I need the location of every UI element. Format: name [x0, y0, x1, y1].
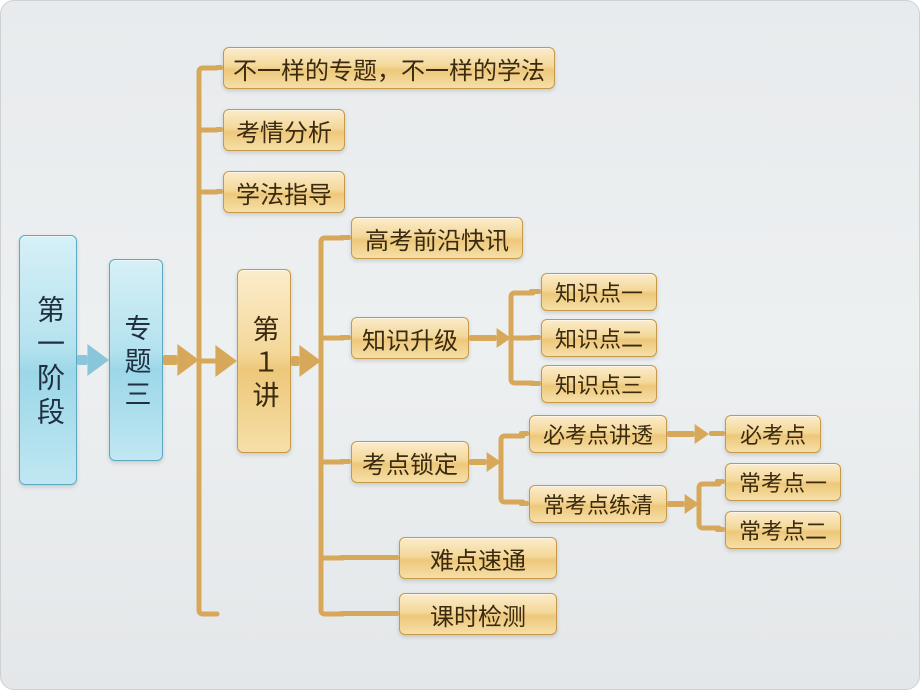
- node-lecture: 第１讲: [237, 269, 291, 453]
- connector-line: [339, 459, 351, 465]
- connector-line: [519, 431, 529, 437]
- connector-arrow: [77, 342, 109, 378]
- connector-line: [215, 127, 223, 133]
- connector-line: [529, 289, 541, 295]
- connector-line: [715, 479, 725, 485]
- node-h_exam: 考情分析: [223, 109, 345, 151]
- connector-line: [339, 235, 351, 241]
- node-stage: 第一阶段: [19, 235, 77, 485]
- connector-arrow: [469, 450, 501, 474]
- node-l_test: 课时检测: [399, 593, 557, 635]
- connector-arrow: [667, 422, 709, 446]
- connector-line: [215, 65, 223, 71]
- node-must_pt: 必考点: [725, 415, 821, 453]
- node-often1: 常考点一: [725, 463, 841, 501]
- connector-line: [529, 335, 541, 341]
- connector-arrow: [215, 343, 237, 379]
- connector-arrow: [667, 492, 699, 516]
- node-p_must: 必考点讲透: [529, 415, 667, 453]
- node-l_diff: 难点速通: [399, 537, 557, 579]
- node-h_method: 学法指导: [223, 171, 345, 213]
- node-h_intro: 不一样的专题，不一样的学法: [223, 47, 555, 89]
- node-k1: 知识点一: [541, 273, 657, 311]
- connector-line: [529, 381, 541, 387]
- connector-line: [339, 555, 399, 561]
- node-k3: 知识点三: [541, 365, 657, 403]
- connector-arrow: [469, 326, 511, 350]
- connector-line: [715, 527, 725, 533]
- node-topic: 专题三: [109, 259, 163, 461]
- diagram-canvas: 第一阶段专题三 不一样的专题，不一样的学法考情分析学法指导第１讲 高考前沿快讯知识升…: [0, 0, 920, 690]
- connector-line: [339, 611, 399, 617]
- node-p_often: 常考点练清: [529, 485, 667, 523]
- connector-line: [519, 501, 529, 507]
- node-k2: 知识点二: [541, 319, 657, 357]
- bracket: [699, 482, 725, 530]
- node-l_news: 高考前沿快讯: [351, 217, 523, 259]
- node-often2: 常考点二: [725, 511, 841, 549]
- node-l_know: 知识升级: [351, 317, 469, 359]
- bracket: [501, 434, 529, 504]
- connector-line: [215, 189, 223, 195]
- connector-arrow: [291, 343, 321, 379]
- connector-line: [709, 431, 725, 437]
- bracket: [199, 66, 223, 616]
- connector-arrow: [163, 342, 199, 378]
- node-l_points: 考点锁定: [351, 441, 469, 483]
- connector-line: [339, 335, 351, 341]
